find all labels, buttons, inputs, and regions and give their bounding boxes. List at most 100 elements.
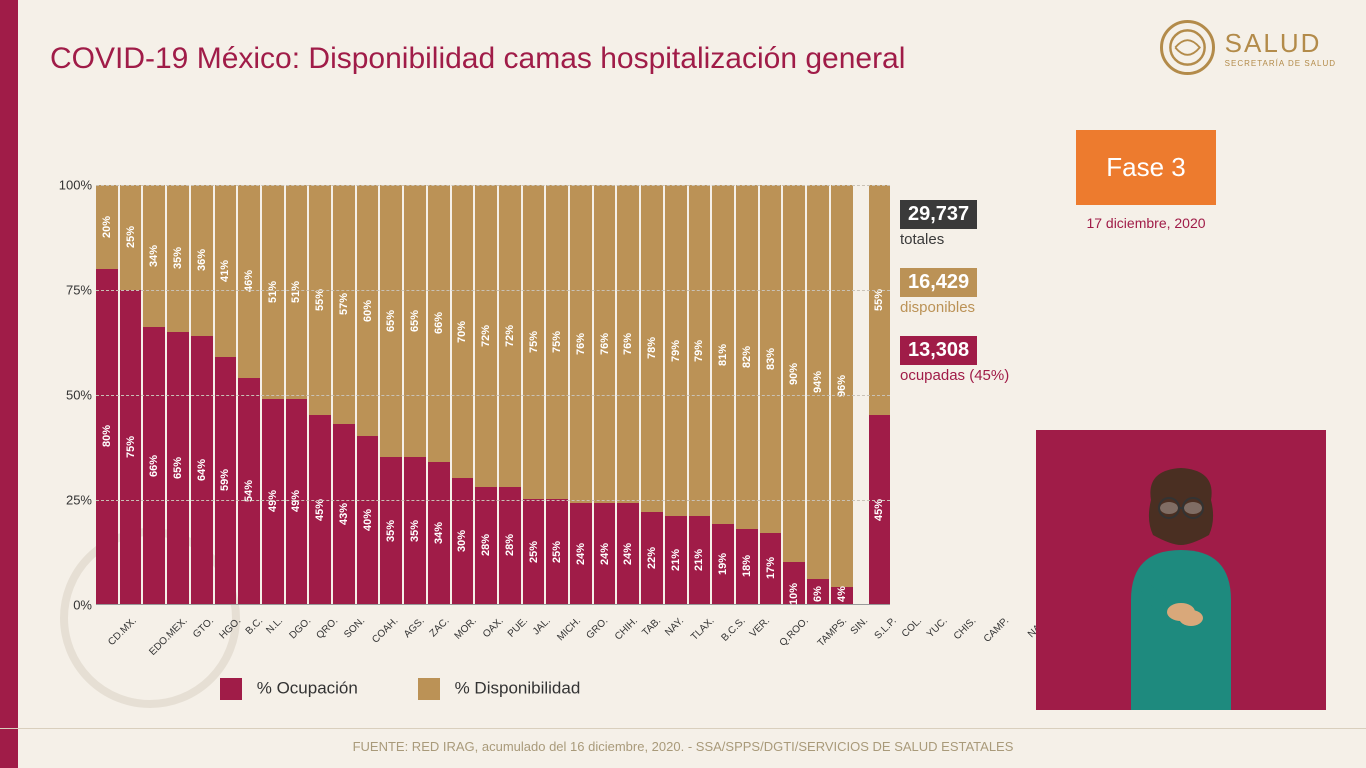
plot-area: 20%80%25%75%34%66%35%65%36%64%41%59%46%5…	[96, 185, 890, 605]
bar-availability: 25%	[120, 185, 142, 290]
bar-availability-label: 72%	[504, 325, 516, 347]
x-label: TAMPS.	[816, 615, 850, 649]
legend-availability: % Disponibilidad	[418, 678, 580, 700]
emblem-icon	[1160, 20, 1215, 75]
x-label: NAY.	[664, 615, 687, 638]
x-label: MOR.	[453, 615, 479, 641]
x-label: QRO.	[315, 615, 341, 641]
bar-occupancy-label: 22%	[646, 547, 658, 569]
bar-availability-label: 96%	[836, 375, 848, 397]
bar-availability: 66%	[428, 185, 450, 462]
bar-availability: 82%	[736, 185, 758, 529]
bar-occupancy: 65%	[167, 332, 189, 604]
bar-occupancy: 35%	[404, 457, 426, 604]
bar-availability: 36%	[191, 185, 213, 336]
bar-occupancy-label: 66%	[148, 455, 160, 477]
stat-totales-label: totales	[900, 231, 1020, 248]
x-axis: CD.MX.EDO.MEX.GTO.HGO.B.C.N.L.DGO.QRO.SO…	[96, 607, 890, 618]
bar-availability-label: 66%	[433, 312, 445, 334]
bar-occupancy: 49%	[262, 399, 284, 604]
bar-occupancy-label: 75%	[125, 436, 137, 458]
legend-availability-label: % Disponibilidad	[455, 678, 581, 697]
accent-bar	[0, 0, 18, 768]
bar-occupancy-label: 45%	[873, 499, 885, 521]
x-label: OAX.	[481, 615, 506, 640]
bar-occupancy-label: 25%	[551, 541, 563, 563]
legend-occupancy-label: % Ocupación	[257, 678, 358, 697]
x-label: S.L.P.	[872, 615, 898, 641]
x-label: TLAX.	[689, 615, 716, 642]
x-label: JAL.	[531, 615, 553, 637]
bar-availability-label: 34%	[148, 245, 160, 267]
bar-occupancy-label: 25%	[528, 541, 540, 563]
bar-occupancy: 28%	[499, 487, 521, 604]
x-label: CHIS.	[952, 615, 979, 642]
fase-badge: Fase 3	[1076, 130, 1216, 205]
bar-occupancy: 80%	[96, 269, 118, 604]
footer-source: FUENTE: RED IRAG, acumulado del 16 dicie…	[0, 728, 1366, 768]
bar-occupancy-label: 18%	[741, 555, 753, 577]
stats-panel: 29,737 totales 16,429 disponibles 13,308…	[900, 200, 1020, 404]
bar-occupancy-label: 59%	[219, 469, 231, 491]
x-label: COL.	[900, 615, 924, 639]
fase-date: 17 diciembre, 2020	[1076, 215, 1216, 231]
x-label: DGO.	[287, 615, 313, 641]
y-tick: 50%	[66, 388, 92, 403]
stat-disponibles-value: 16,429	[900, 268, 977, 297]
bar-availability: 55%	[309, 185, 331, 415]
bar-occupancy-label: 35%	[385, 520, 397, 542]
bar-availability: 57%	[333, 185, 355, 424]
bar-occupancy-label: 24%	[599, 543, 611, 565]
bar-availability-label: 55%	[873, 289, 885, 311]
swatch-icon	[418, 678, 440, 700]
x-label: SIN.	[849, 615, 871, 637]
bar-availability: 96%	[831, 185, 853, 587]
bar-availability: 51%	[262, 185, 284, 399]
bar-occupancy: 45%	[869, 415, 891, 604]
bar-occupancy: 17%	[760, 533, 782, 604]
bar-occupancy: 6%	[807, 579, 829, 604]
bar-availability-label: 75%	[551, 331, 563, 353]
bar-availability-label: 57%	[338, 293, 350, 315]
bar-occupancy: 18%	[736, 529, 758, 604]
bar-availability-label: 94%	[812, 371, 824, 393]
bar-occupancy: 43%	[333, 424, 355, 604]
bar-occupancy: 19%	[712, 524, 734, 604]
bar-occupancy-label: 21%	[693, 549, 705, 571]
bar-occupancy: 4%	[831, 587, 853, 604]
x-label: AGS.	[402, 615, 427, 640]
bar-availability: 70%	[452, 185, 474, 478]
gridline	[96, 500, 890, 501]
bar-availability-label: 76%	[599, 333, 611, 355]
bar-occupancy-label: 4%	[836, 586, 848, 602]
bar-availability: 72%	[475, 185, 497, 487]
x-label: CHIH.	[613, 615, 640, 642]
bar-occupancy-label: 49%	[290, 490, 302, 512]
bar-occupancy-label: 40%	[362, 509, 374, 531]
gridline	[96, 185, 890, 186]
bar-availability-label: 79%	[670, 340, 682, 362]
bar-availability: 55%	[869, 185, 891, 415]
bar-occupancy: 54%	[238, 378, 260, 604]
bar-availability-label: 51%	[267, 281, 279, 303]
x-label: Q.ROO.	[777, 615, 810, 648]
x-label: YUC.	[925, 615, 950, 640]
x-label: N.L.	[265, 615, 286, 636]
bar-occupancy-label: 34%	[433, 522, 445, 544]
bar-availability-label: 82%	[741, 346, 753, 368]
bar-availability-label: 83%	[765, 348, 777, 370]
bar-occupancy: 25%	[523, 499, 545, 604]
y-tick: 75%	[66, 283, 92, 298]
bar-availability: 65%	[404, 185, 426, 457]
bar-occupancy-label: 54%	[243, 480, 255, 502]
bar-occupancy-label: 19%	[717, 553, 729, 575]
bar-occupancy-label: 6%	[812, 586, 824, 602]
bar-availability: 46%	[238, 185, 260, 378]
bar-availability-label: 60%	[362, 300, 374, 322]
bar-occupancy-label: 80%	[101, 425, 113, 447]
bar-availability: 72%	[499, 185, 521, 487]
bar-availability: 76%	[570, 185, 592, 503]
bar-occupancy: 64%	[191, 336, 213, 604]
bar-availability-label: 76%	[622, 333, 634, 355]
bar-availability-label: 25%	[125, 226, 137, 248]
